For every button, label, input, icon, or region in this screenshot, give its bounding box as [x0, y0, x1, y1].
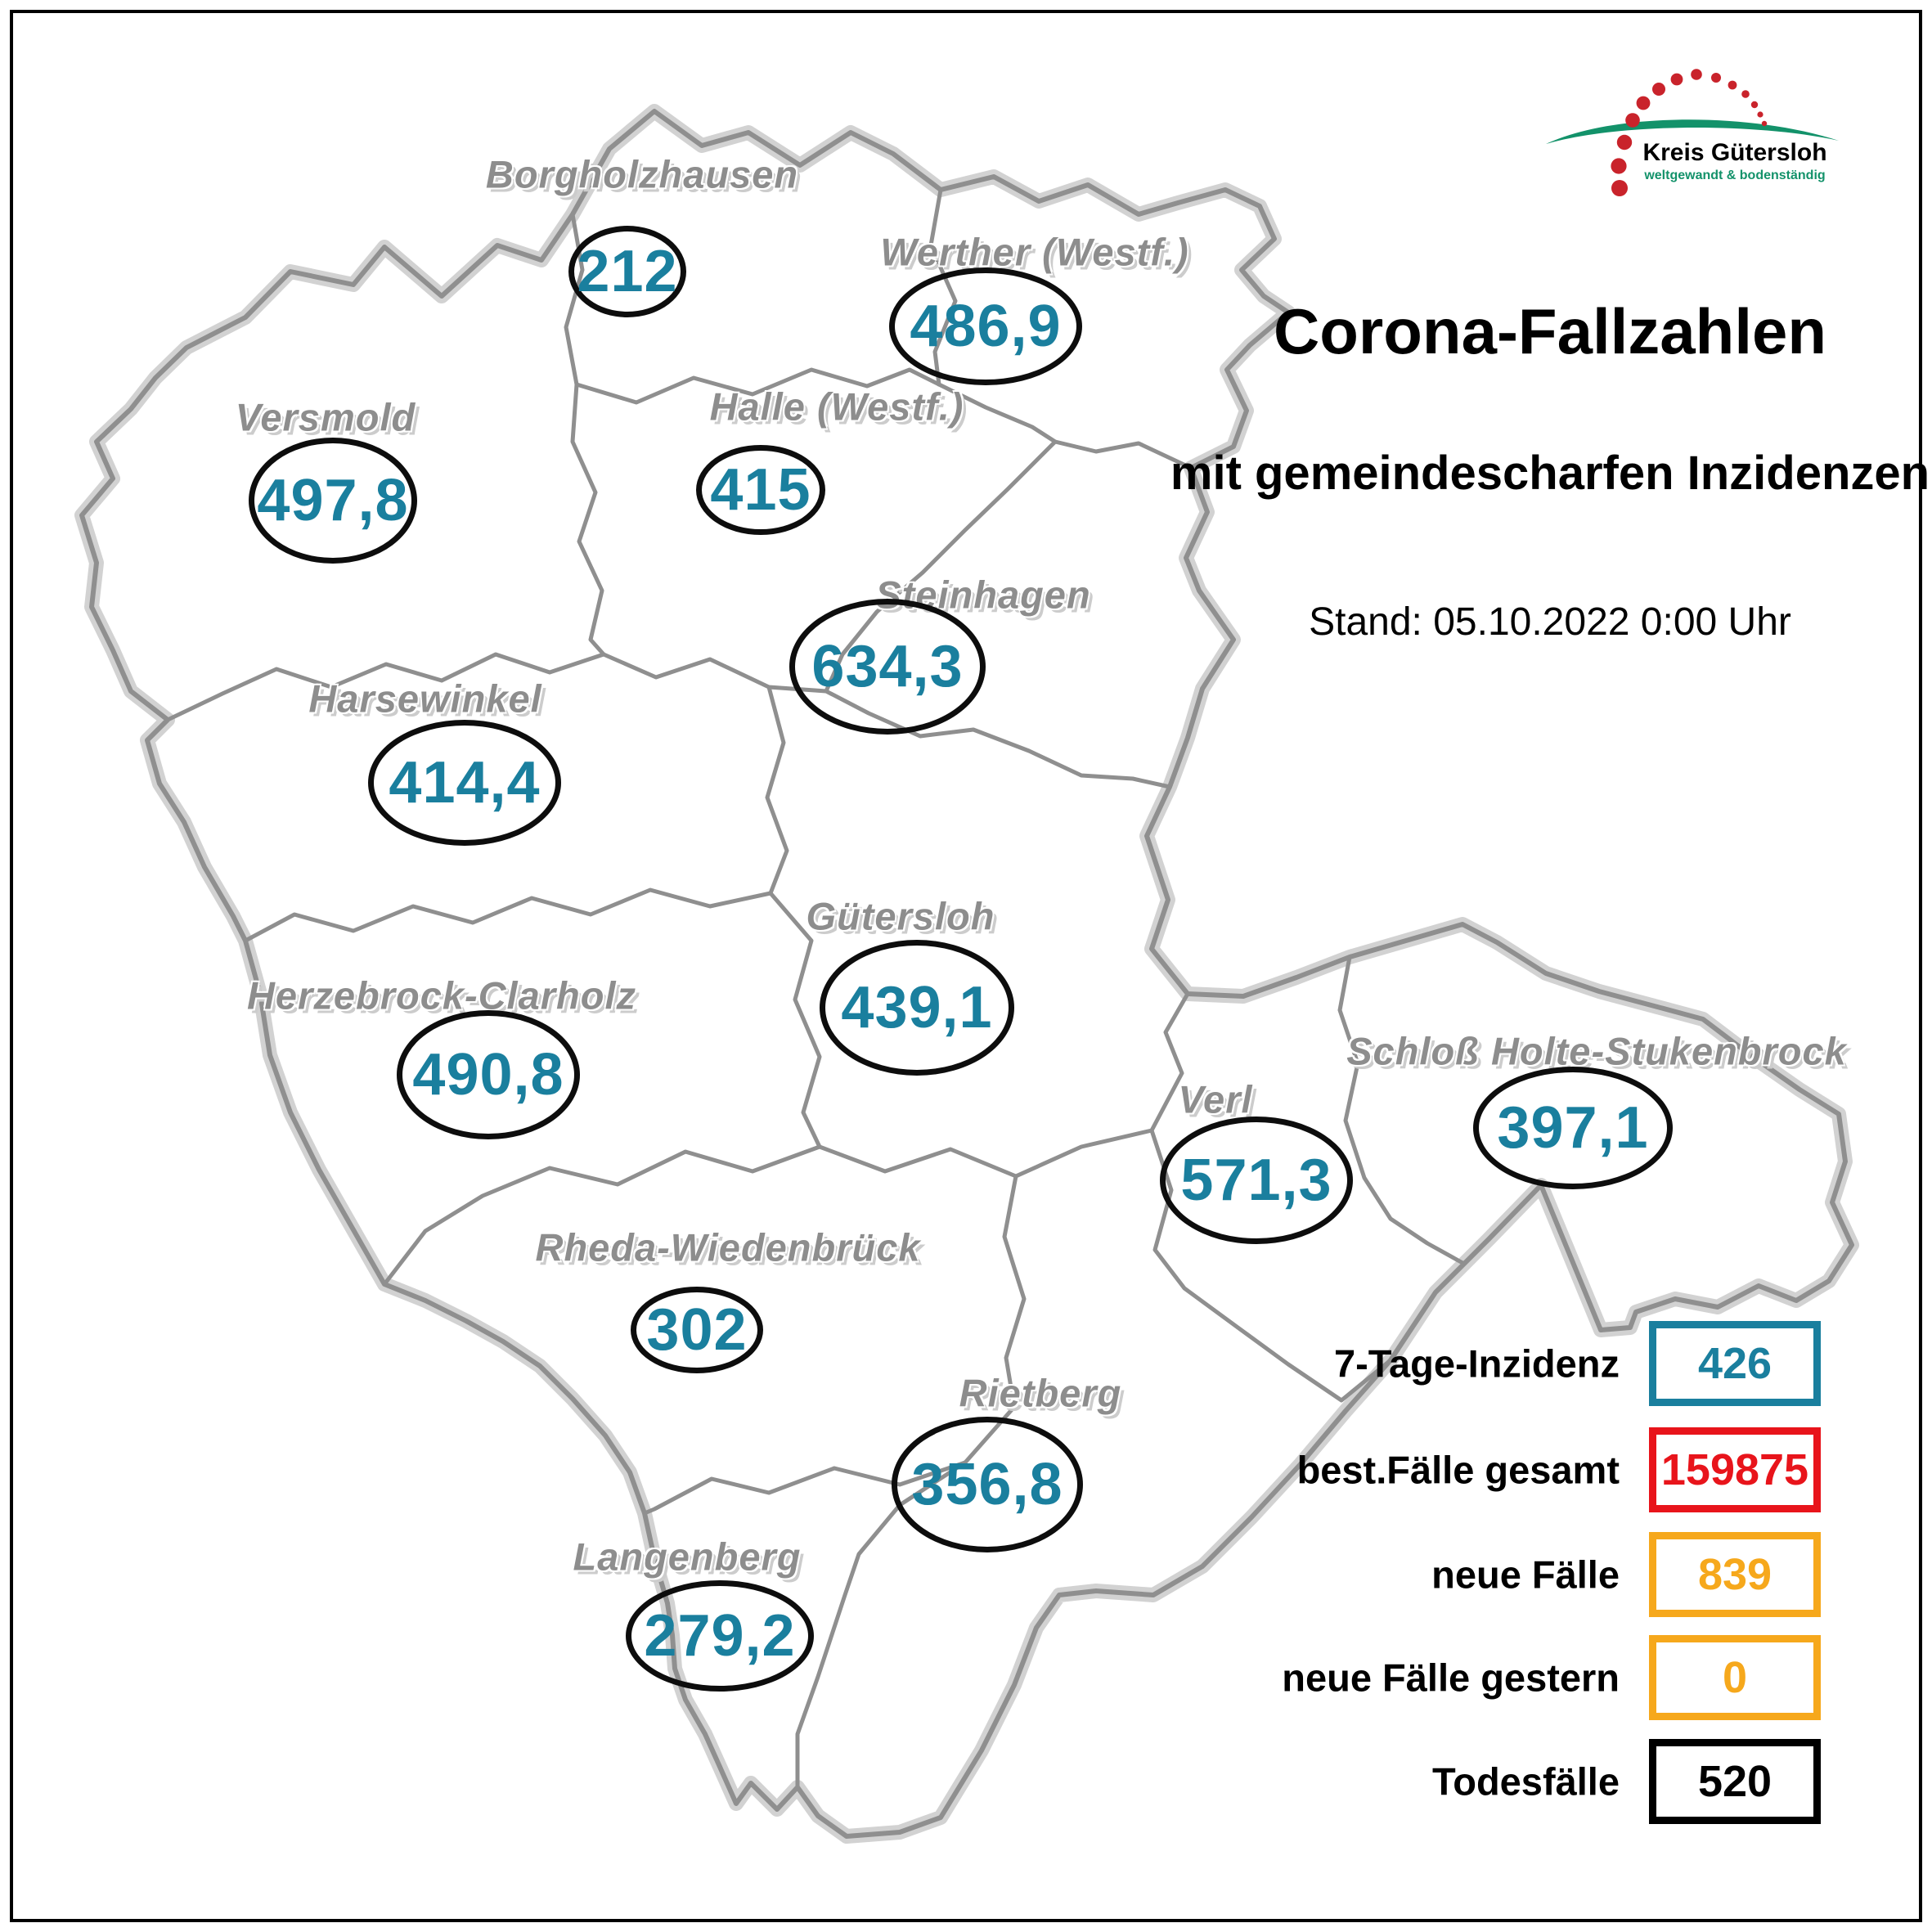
label-rietberg: Rietberg: [959, 1371, 1122, 1415]
label-borgholzhausen: Borgholzhausen: [485, 152, 799, 196]
label-halle: Halle (Westf.): [709, 384, 964, 429]
legend-value-box-faelle-gesamt: 159875: [1649, 1427, 1821, 1512]
page-subtitle: mit gemeindescharfen Inzidenzen: [1170, 447, 1930, 500]
legend-label-inzidenz: 7-Tage-Inzidenz: [1333, 1341, 1620, 1386]
logo-dot: [1611, 158, 1627, 174]
incidence-value-versmold: 497,8: [257, 468, 409, 533]
logo-dot: [1761, 120, 1768, 127]
incidence-value-langenberg: 279,2: [644, 1603, 796, 1669]
logo-dot: [1625, 113, 1640, 128]
legend-value-box-neue-faelle: 839: [1649, 1532, 1821, 1617]
label-verl: Verl: [1178, 1077, 1253, 1121]
border-frame: [10, 10, 1922, 1922]
logo-graphic: [1546, 69, 1839, 196]
label-versmold: Versmold: [235, 395, 416, 439]
label-guetersloh: Gütersloh: [806, 894, 995, 938]
incidence-ellipse-steinhagen: 634,3: [789, 599, 986, 735]
incidence-ellipse-versmold: 497,8: [249, 438, 417, 564]
header: Corona-Fallzahlen mit gemeindescharfen I…: [1161, 294, 1932, 645]
logo-dot: [1670, 73, 1683, 86]
incidence-value-schloss-holte-stukenbrock: 397,1: [1497, 1095, 1649, 1161]
logo-name: Kreis Gütersloh: [1642, 139, 1827, 166]
logo-dot-arc: [1611, 69, 1768, 196]
logo-dot: [1691, 69, 1702, 80]
incidence-value-halle: 415: [710, 457, 811, 523]
incidence-value-borgholzhausen: 212: [577, 239, 678, 304]
logo-dot: [1652, 83, 1665, 96]
legend-label-neue-faelle-gestern: neue Fälle gestern: [1282, 1656, 1620, 1700]
legend-value-box-inzidenz: 426: [1649, 1321, 1821, 1406]
logo-dot: [1616, 134, 1633, 151]
incidence-ellipse-borgholzhausen: 212: [568, 226, 686, 317]
incidence-value-verl: 571,3: [1180, 1148, 1332, 1213]
label-rheda-wiedenbrueck: Rheda-Wiedenbrück: [535, 1225, 921, 1269]
label-herzebrock-clarholz: Herzebrock-Clarholz: [246, 973, 637, 1018]
incidence-ellipse-halle: 415: [696, 445, 825, 535]
label-schloss-holte-stukenbrock: Schloß Holte-Stukenbrock: [1346, 1029, 1847, 1073]
data-timestamp: Stand: 05.10.2022 0:00 Uhr: [1309, 600, 1791, 644]
incidence-value-steinhagen: 634,3: [811, 634, 964, 699]
label-langenberg: Langenberg: [573, 1534, 802, 1579]
label-harsewinkel: Harsewinkel: [308, 676, 542, 721]
incidence-value-werther: 486,9: [910, 294, 1062, 359]
incidence-ellipse-harsewinkel: 414,4: [368, 720, 561, 846]
legend-value-box-todesfaelle: 520: [1649, 1739, 1821, 1824]
incidence-value-guetersloh: 439,1: [841, 975, 993, 1040]
logo-dot: [1611, 180, 1628, 196]
district-outline: [79, 109, 1854, 1839]
label-werther: Werther (Westf.): [880, 230, 1189, 274]
incidence-ellipse-verl: 571,3: [1160, 1117, 1353, 1244]
logo-dot: [1750, 101, 1759, 109]
logo-dot: [1711, 73, 1721, 83]
incidence-value-herzebrock-clarholz: 490,8: [412, 1042, 564, 1108]
incidence-value-rheda-wiedenbrueck: 302: [646, 1297, 748, 1363]
legend-label-neue-faelle: neue Fälle: [1431, 1552, 1620, 1597]
logo-dot: [1757, 111, 1764, 118]
incidence-ellipse-herzebrock-clarholz: 490,8: [397, 1010, 580, 1139]
page-title: Corona-Fallzahlen: [1273, 295, 1827, 367]
legend-label-todesfaelle: Todesfälle: [1432, 1759, 1620, 1804]
incidence-ellipse-werther: 486,9: [889, 267, 1082, 385]
legend-value-box-neue-faelle-gestern: 0: [1649, 1635, 1821, 1720]
incidence-value-rietberg: 356,8: [911, 1452, 1063, 1517]
incidence-ellipse-rietberg: 356,8: [892, 1417, 1083, 1552]
logo-dot: [1636, 96, 1651, 110]
incidence-value-harsewinkel: 414,4: [389, 750, 541, 815]
logo-dot: [1741, 90, 1750, 98]
legend-label-faelle-gesamt: best.Fälle gesamt: [1296, 1448, 1620, 1492]
logo-tagline: weltgewandt & bodenständig: [1644, 168, 1826, 182]
logo-dot: [1728, 80, 1737, 90]
incidence-ellipse-rheda-wiedenbrueck: 302: [631, 1287, 763, 1373]
incidence-ellipse-guetersloh: 439,1: [820, 940, 1014, 1076]
incidence-ellipse-schloss-holte-stukenbrock: 397,1: [1473, 1067, 1673, 1189]
incidence-ellipse-langenberg: 279,2: [626, 1580, 814, 1692]
